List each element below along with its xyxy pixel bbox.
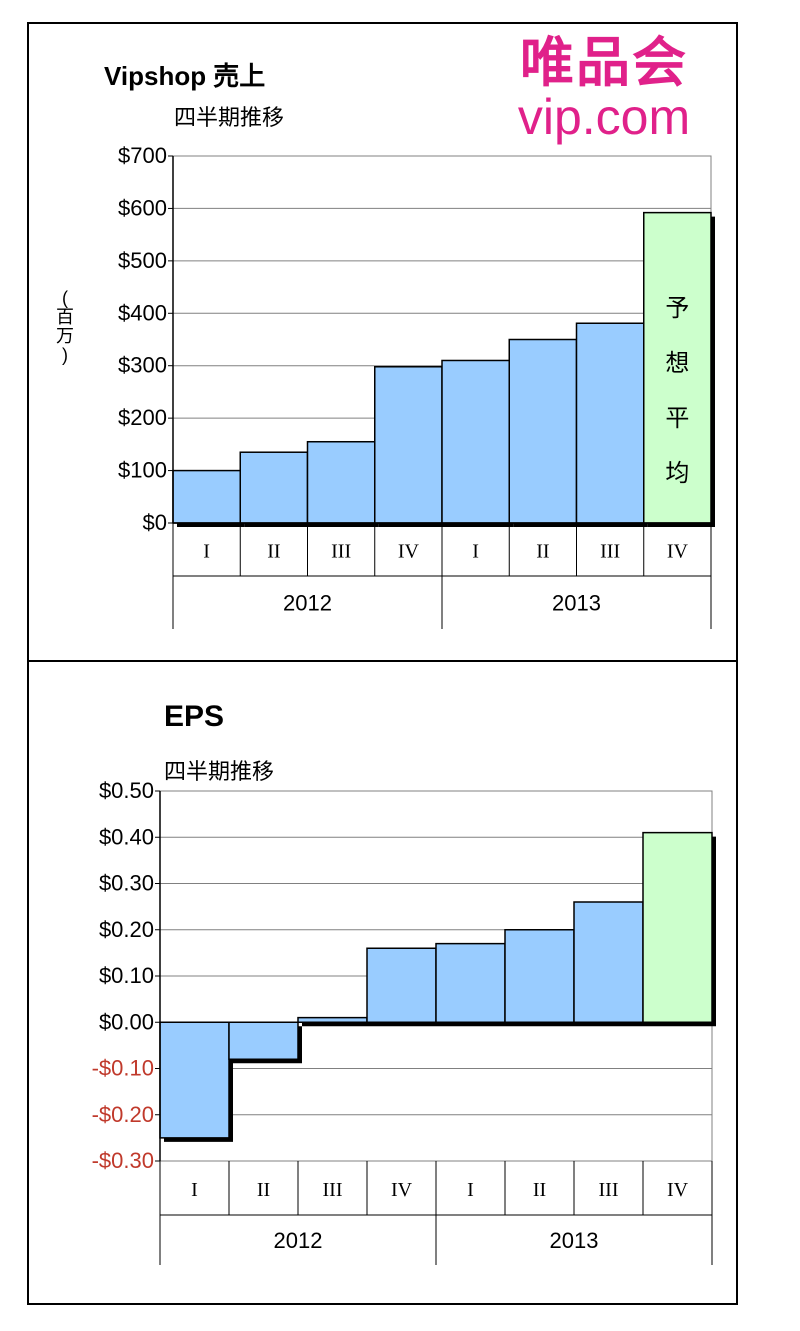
logo-en-text: vip.com bbox=[517, 89, 691, 145]
x-group-label: 2012 bbox=[283, 591, 332, 616]
logo-jp-text: 唯品会 bbox=[520, 31, 688, 94]
y-tick-label: $700 bbox=[118, 143, 167, 168]
x-category-label: II bbox=[533, 1179, 546, 1201]
y-tick-label: -$0.20 bbox=[92, 1102, 154, 1127]
vipshop-logo: 唯品会 vip.com bbox=[499, 34, 709, 146]
x-category-label: I bbox=[467, 1179, 474, 1201]
x-category-label: I bbox=[191, 1179, 198, 1201]
bar bbox=[306, 440, 376, 524]
y-tick-label: $0.20 bbox=[99, 917, 154, 942]
y-axis-label-char: 万 bbox=[56, 326, 74, 346]
revenue-panel: Vipshop 売上 四半期推移 唯品会 vip.com (百万) $0 $100… bbox=[27, 22, 738, 662]
y-tick-label: $0.50 bbox=[99, 778, 154, 803]
x-category-label: III bbox=[323, 1179, 343, 1201]
y-axis-label-char: ( bbox=[62, 288, 68, 308]
bar bbox=[435, 942, 506, 1023]
x-category-label: III bbox=[599, 1179, 619, 1201]
bar bbox=[374, 366, 443, 524]
x-group-label: 2013 bbox=[552, 591, 601, 616]
estimate-annotation-char: 平 bbox=[665, 404, 689, 432]
y-tick-label: -$0.10 bbox=[92, 1056, 154, 1081]
bar-shadow bbox=[302, 1021, 371, 1027]
bar bbox=[504, 929, 575, 1023]
x-category-label: IV bbox=[667, 1179, 689, 1201]
y-tick-label: $400 bbox=[118, 300, 167, 325]
y-tick-label: $600 bbox=[118, 195, 167, 220]
y-tick-label: $500 bbox=[118, 248, 167, 273]
eps-chart-subtitle: 四半期推移 bbox=[164, 759, 275, 784]
x-category-label: IV bbox=[398, 541, 420, 563]
bar bbox=[575, 322, 645, 524]
bar bbox=[239, 451, 309, 524]
revenue-chart-subtitle: 四半期推移 bbox=[174, 105, 285, 130]
estimate-annotation-char: 想 bbox=[665, 349, 689, 377]
bar bbox=[159, 1021, 230, 1139]
x-category-label: IV bbox=[667, 541, 689, 563]
eps-chart-title: EPS bbox=[164, 700, 225, 733]
y-tick-label: $0.30 bbox=[99, 871, 154, 896]
y-tick-label: $0 bbox=[143, 510, 167, 535]
y-tick-label: -$0.30 bbox=[92, 1148, 154, 1173]
x-category-label: I bbox=[472, 541, 479, 563]
y-tick-label: $200 bbox=[118, 405, 167, 430]
y-axis-label-char: ) bbox=[62, 345, 68, 365]
bar-estimate bbox=[642, 831, 713, 1023]
bar bbox=[441, 359, 510, 524]
bar bbox=[508, 338, 578, 524]
bar-estimate bbox=[643, 211, 712, 524]
y-tick-label: $300 bbox=[118, 353, 167, 378]
bar bbox=[573, 901, 644, 1023]
bar bbox=[172, 469, 241, 524]
estimate-annotation-char: 均 bbox=[665, 459, 689, 487]
y-axis-label-char: 百 bbox=[56, 307, 74, 327]
x-group-label: 2013 bbox=[550, 1228, 599, 1253]
revenue-y-axis-label: (百万) bbox=[55, 289, 75, 365]
revenue-chart-title: Vipshop 売上 bbox=[104, 61, 266, 91]
x-category-label: II bbox=[536, 541, 549, 563]
x-category-label: IV bbox=[391, 1179, 413, 1201]
x-category-label: III bbox=[600, 541, 620, 563]
eps-chart: $0.50 $0.40 $0.30 $0.20 $0.10 $0.00 -$0.10 -$0.… bbox=[92, 778, 716, 1265]
x-group-label: 2012 bbox=[274, 1228, 323, 1253]
x-category-label: III bbox=[331, 541, 351, 563]
y-tick-label: $0.00 bbox=[99, 1009, 154, 1034]
y-tick-label: $100 bbox=[118, 458, 167, 483]
x-category-label: II bbox=[267, 541, 280, 563]
x-category-label: II bbox=[257, 1179, 270, 1201]
x-category-label: I bbox=[203, 541, 210, 563]
y-tick-label: $0.40 bbox=[99, 824, 154, 849]
bar bbox=[228, 1021, 299, 1060]
estimate-annotation-char: 予 bbox=[665, 294, 689, 322]
eps-panel: EPS 四半期推移 $0.50 $0.40 $0.30 $0.20 $0.10 $0.00… bbox=[27, 660, 738, 1305]
bar bbox=[366, 947, 437, 1023]
y-tick-label: $0.10 bbox=[99, 963, 154, 988]
